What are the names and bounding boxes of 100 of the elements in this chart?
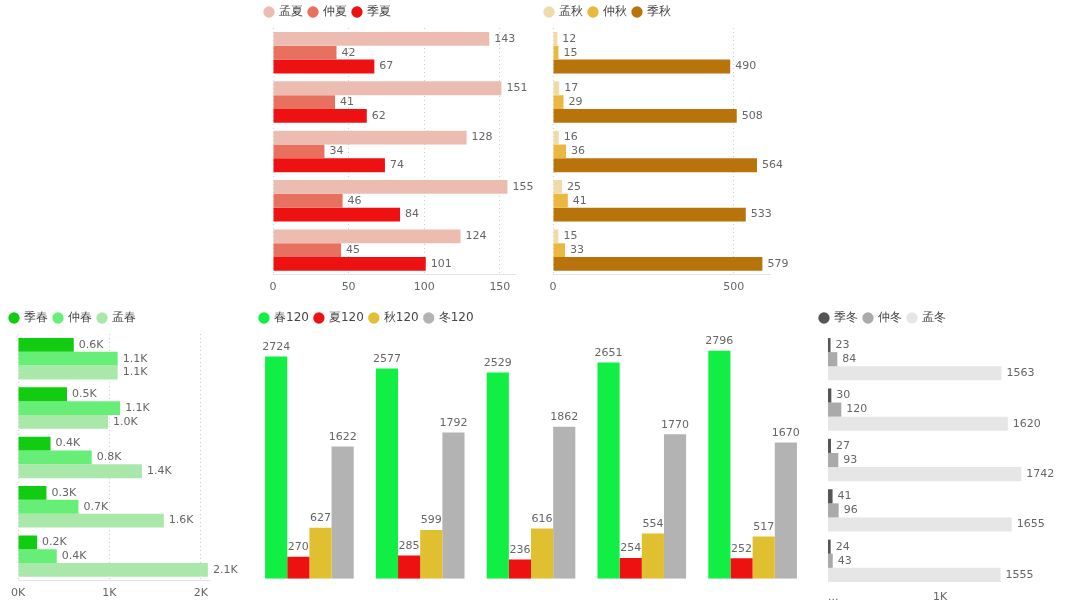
data-label: 46 (347, 193, 362, 207)
bar (273, 207, 401, 222)
x-tick-label: 500 (723, 280, 745, 294)
legend-label: 季春 (24, 310, 48, 325)
data-label: 16 (563, 130, 578, 144)
bar (331, 446, 354, 579)
bar (18, 387, 68, 402)
bar (553, 95, 564, 109)
bar (273, 81, 502, 96)
bar (828, 452, 839, 468)
data-label: 252 (731, 541, 753, 555)
legend-label: 仲春 (68, 310, 92, 325)
data-label: 2529 (483, 355, 512, 369)
data-label: 1862 (550, 410, 579, 424)
data-label: 2.1K (212, 562, 239, 576)
data-label: 2651 (594, 345, 623, 359)
bar (18, 464, 142, 479)
data-label: 517 (753, 519, 775, 533)
bar (828, 402, 842, 417)
bar (442, 432, 465, 579)
bar (18, 450, 92, 465)
data-label: 84 (405, 207, 420, 221)
data-label: 24 (835, 539, 850, 553)
legend-label: 季夏 (367, 4, 391, 19)
data-label: 533 (750, 207, 772, 221)
bar (508, 559, 531, 579)
bar (273, 257, 426, 271)
data-label: 0.4K (55, 436, 82, 450)
data-label: 17 (564, 81, 579, 95)
bar (828, 517, 1012, 532)
bar (553, 59, 731, 74)
bar (273, 193, 343, 208)
data-label: 1563 (1006, 366, 1035, 380)
data-label: 1770 (661, 417, 690, 431)
data-label: 0.4K (61, 548, 88, 562)
bar (18, 549, 57, 564)
x-tick-label: 0K (10, 586, 26, 600)
data-label: 2796 (705, 334, 734, 348)
data-label: 1.1K (122, 365, 149, 379)
data-label: 41 (572, 193, 587, 207)
bar (597, 362, 620, 579)
bar (828, 553, 833, 568)
bar (486, 372, 509, 579)
bar (273, 31, 490, 46)
bar (828, 438, 831, 453)
legend-label: 孟夏 (279, 4, 303, 19)
bar (828, 539, 831, 554)
bar (18, 486, 47, 500)
bar (531, 528, 554, 579)
x-tick-label: 150 (489, 280, 511, 294)
legend-label: 仲冬 (878, 310, 902, 325)
bar (553, 207, 746, 222)
legend-label: 春120 (274, 310, 309, 325)
data-label: 93 (843, 452, 858, 466)
bar (553, 193, 568, 208)
data-label: 12 (562, 31, 577, 45)
data-label: 27 (836, 438, 850, 452)
legend-label: 冬120 (438, 310, 474, 325)
legend-label: 季冬 (834, 310, 858, 325)
data-label: 1620 (1012, 416, 1041, 430)
data-label: 616 (531, 511, 553, 525)
bar (18, 436, 51, 451)
bar (18, 365, 118, 380)
bar (553, 257, 763, 271)
bar (553, 426, 576, 579)
data-label: 36 (571, 144, 586, 158)
data-label: 285 (398, 538, 420, 552)
bar (553, 144, 567, 159)
bar (398, 555, 421, 579)
bar (18, 414, 109, 429)
bar (273, 130, 467, 145)
legend-label: 孟春 (112, 310, 136, 325)
data-label: 0.6K (78, 337, 105, 351)
data-label: 41 (837, 489, 852, 503)
bar (265, 356, 288, 579)
data-label: 25 (567, 179, 582, 193)
data-label: 74 (389, 158, 404, 172)
bar (18, 513, 164, 528)
data-label: 236 (509, 542, 531, 556)
data-label: 151 (506, 81, 528, 95)
x-tick-label: 1K (102, 586, 118, 600)
data-label: 29 (568, 94, 583, 108)
data-label: 1.4K (146, 464, 173, 478)
bar (553, 243, 565, 258)
x-tick-label: 0 (549, 280, 557, 294)
data-label: 1555 (1005, 567, 1034, 581)
data-label: 0.5K (72, 387, 98, 401)
legend-label: 季秋 (647, 4, 671, 19)
bar (828, 503, 839, 518)
x-tick-label: 100 (413, 280, 435, 294)
bar (708, 350, 731, 579)
bar (828, 489, 833, 504)
data-label: 1.6K (168, 513, 195, 527)
bar (273, 95, 336, 109)
data-label: 143 (494, 31, 516, 45)
data-label: 599 (420, 513, 442, 527)
data-label: 23 (835, 337, 850, 351)
data-label: 270 (287, 540, 309, 554)
data-label: 15 (563, 45, 578, 59)
data-label: 0.8K (96, 450, 123, 464)
